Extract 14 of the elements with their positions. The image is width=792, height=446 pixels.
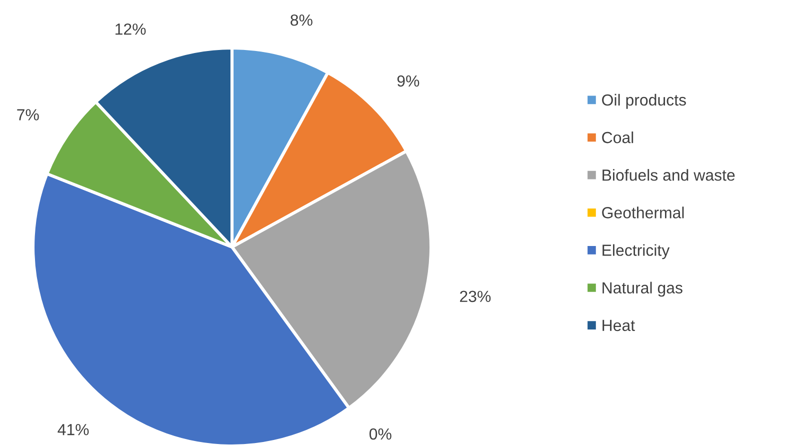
- data-label: 8%: [290, 14, 312, 26]
- legend-label: Geothermal: [602, 206, 684, 218]
- data-label: 41%: [58, 424, 89, 436]
- legend-label: Electricity: [602, 244, 670, 260]
- legend-label: Natural gas: [602, 282, 682, 297]
- legend-label: Heat: [602, 320, 635, 332]
- data-label: 12%: [116, 23, 146, 35]
- data-label: 9%: [397, 75, 420, 87]
- data-label: 23%: [460, 290, 491, 302]
- legend-label: Oil products: [602, 94, 686, 109]
- text: 0%: [369, 428, 392, 440]
- legend-label: Biofuels and waste: [602, 169, 735, 181]
- data-label: 7%: [17, 109, 39, 120]
- legend-label: Coal: [602, 131, 634, 144]
